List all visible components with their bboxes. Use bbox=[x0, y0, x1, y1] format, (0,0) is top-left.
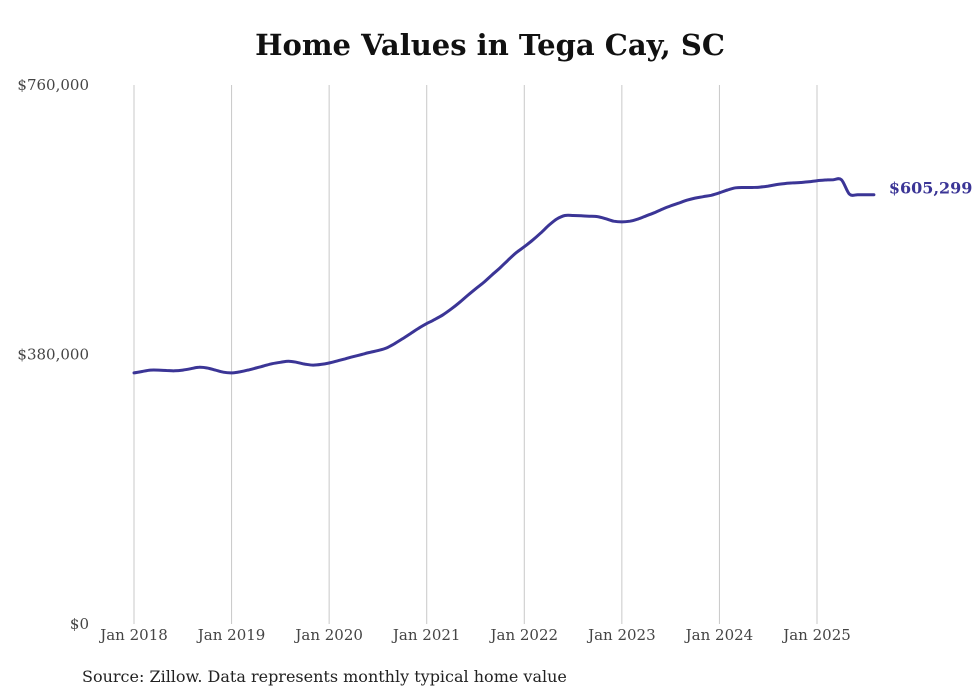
y-tick-label: $380,000 bbox=[17, 346, 89, 364]
x-tick-label: Jan 2018 bbox=[98, 626, 168, 644]
x-tick-label: Jan 2022 bbox=[489, 626, 559, 644]
x-tick-label: Jan 2025 bbox=[781, 626, 851, 644]
gridlines bbox=[133, 85, 818, 624]
end-value-label: $605,299 bbox=[889, 179, 973, 198]
y-tick-label: $760,000 bbox=[17, 76, 89, 94]
y-tick-label: $0 bbox=[70, 615, 89, 633]
source-note: Source: Zillow. Data represents monthly … bbox=[82, 667, 567, 686]
chart-plot-area: $760,000$380,000$0 Jan 2018 Jan 2019 Jan 2… bbox=[17, 76, 973, 644]
chart-title: Home Values in Tega Cay, SC bbox=[255, 28, 725, 62]
x-tick-label: Jan 2020 bbox=[293, 626, 363, 644]
x-tick-label: Jan 2023 bbox=[586, 626, 656, 644]
y-axis-tick-labels: $760,000 $380,000 $0 bbox=[17, 76, 89, 633]
x-axis-tick-labels: Jan 2018 Jan 2019 Jan 2020 Jan 2021 Jan 2022… bbox=[98, 626, 851, 644]
home-value-series-line bbox=[132, 177, 876, 375]
x-tick-label: Jan 2021 bbox=[391, 626, 461, 644]
x-tick-label: Jan 2019 bbox=[196, 626, 266, 644]
x-tick-label: Jan 2024 bbox=[684, 626, 754, 644]
